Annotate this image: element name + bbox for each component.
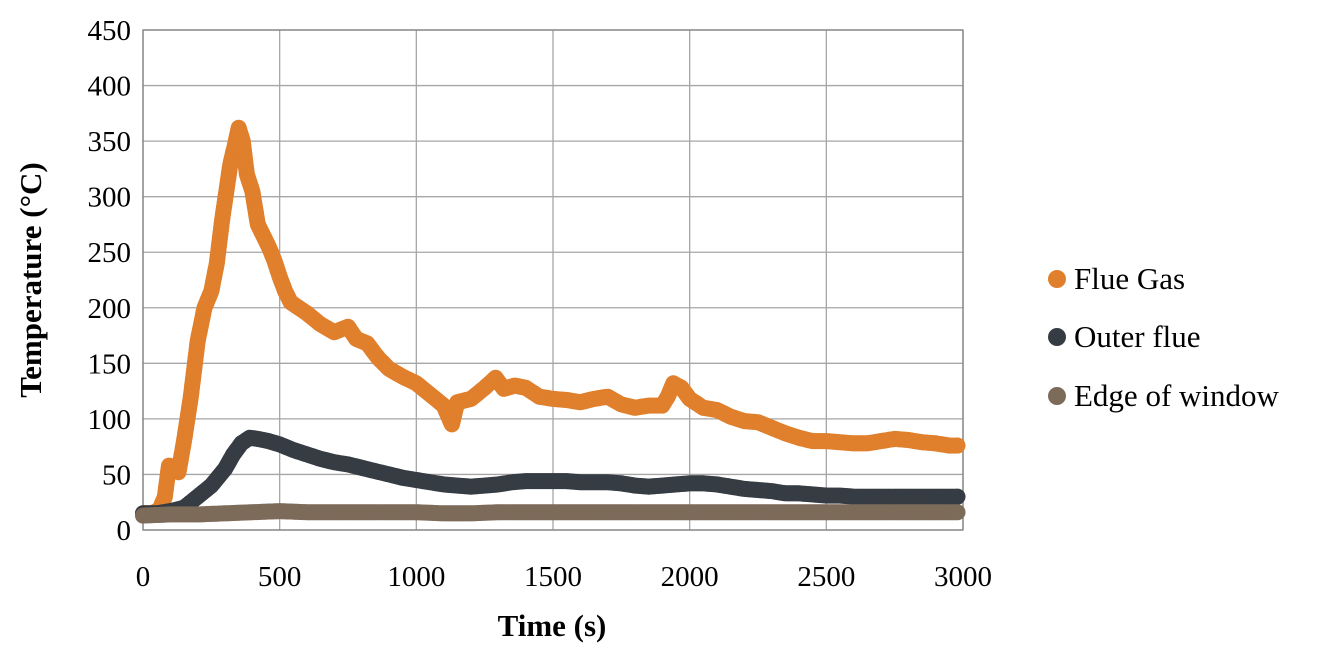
x-tick-label: 2000: [661, 561, 719, 593]
legend: Flue Gas Outer flue Edge of window: [1048, 261, 1280, 413]
data-point: [949, 488, 966, 505]
y-tick-label: 50: [102, 459, 131, 491]
y-axis-title: Temperature (°C): [13, 162, 48, 397]
x-tick-label: 500: [258, 561, 302, 593]
plot-frame: [142, 29, 964, 531]
legend-label: Outer flue: [1074, 319, 1201, 354]
x-axis-title: Time (s): [498, 608, 607, 643]
y-tick-label: 450: [88, 15, 132, 47]
legend-label: Flue Gas: [1074, 261, 1185, 296]
x-tick-label: 2500: [797, 561, 855, 593]
legend-marker: [1048, 270, 1066, 288]
series-layer: [135, 119, 966, 524]
legend-marker: [1048, 387, 1066, 405]
legend-item: Outer flue: [1048, 319, 1201, 354]
y-tick-label: 350: [88, 126, 132, 158]
legend-item: Edge of window: [1048, 378, 1280, 413]
y-tick-label: 100: [88, 404, 132, 436]
legend-label: Edge of window: [1074, 378, 1280, 413]
x-tick-label: 3000: [934, 561, 992, 593]
series-edge-of-window: [135, 503, 966, 524]
x-tick-label: 1500: [524, 561, 582, 593]
y-tick-label: 300: [88, 182, 132, 214]
y-tick-label: 150: [88, 348, 132, 380]
legend-item: Flue Gas: [1048, 261, 1185, 296]
data-point: [949, 437, 966, 454]
y-tick-label: 250: [88, 237, 132, 269]
y-tick-label: 200: [88, 293, 132, 325]
series-flue-gas: [135, 119, 966, 522]
legend-marker: [1048, 328, 1066, 346]
y-tick-label: 0: [117, 515, 132, 547]
data-point: [949, 504, 966, 521]
x-tick-label: 0: [136, 561, 151, 593]
gridlines: [142, 29, 964, 531]
y-tick-label: 400: [88, 71, 132, 103]
x-tick-label: 1000: [387, 561, 445, 593]
tick-labels: 0 50 100 150 200 250 300 350 400 450 0 500 1000 1500 2…: [88, 15, 993, 593]
